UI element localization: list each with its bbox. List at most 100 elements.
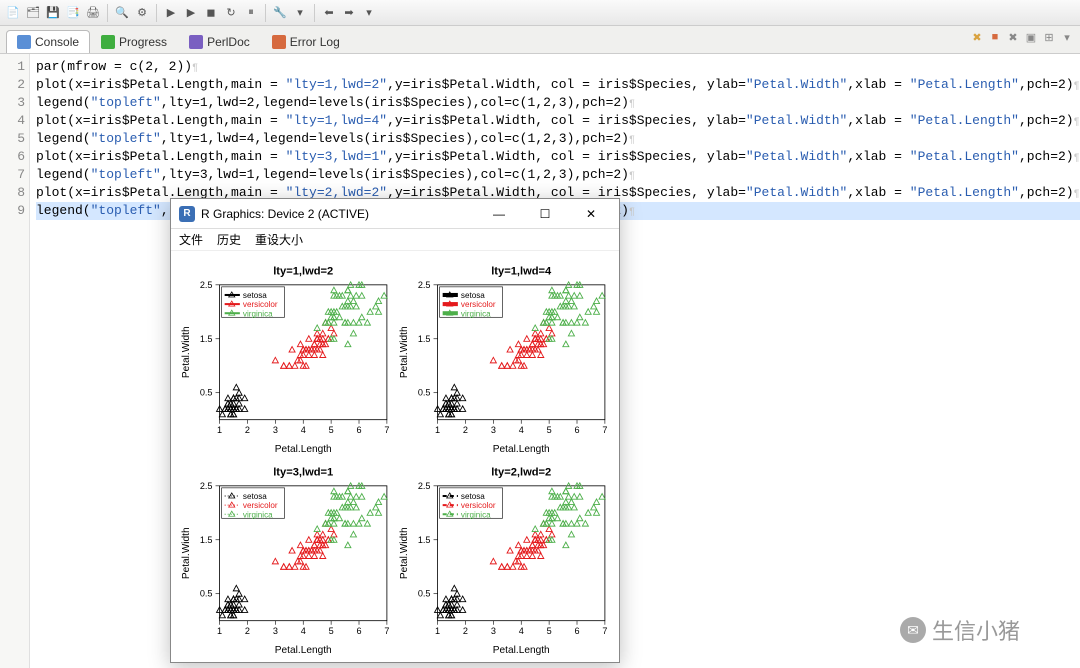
toolbar-button[interactable]: ▶ [162,4,180,22]
tab-action-icon[interactable]: ✖ [970,30,984,44]
close-button[interactable]: ✕ [571,200,611,228]
svg-text:Petal.Width: Petal.Width [399,326,410,378]
svg-text:lty=1,lwd=4: lty=1,lwd=4 [491,266,552,278]
svg-text:Petal.Width: Petal.Width [181,527,192,579]
svg-text:7: 7 [384,425,389,435]
svg-text:6: 6 [356,425,361,435]
svg-text:1.5: 1.5 [418,535,431,545]
svg-text:Petal.Length: Petal.Length [493,645,550,656]
svg-text:Petal.Length: Petal.Length [493,444,550,455]
code-line[interactable]: plot(x=iris$Petal.Length,main = "lty=3,l… [36,148,1080,166]
r-window-titlebar[interactable]: R R Graphics: Device 2 (ACTIVE) — ☐ ✕ [171,199,619,229]
tab-console[interactable]: Console [6,30,90,53]
toolbar-button[interactable]: ◼ [202,4,220,22]
toolbar-button[interactable]: 📄 [4,4,22,22]
r-graphics-window[interactable]: R R Graphics: Device 2 (ACTIVE) — ☐ ✕ 文件… [170,198,620,663]
tab-label: Progress [119,35,167,49]
toolbar-button[interactable]: ▶ [182,4,200,22]
line-gutter: 123456789 [0,54,30,668]
code-line[interactable]: plot(x=iris$Petal.Length,main = "lty=1,l… [36,112,1080,130]
subplot-2: lty=3,lwd=112345670.51.52.5Petal.LengthP… [177,460,395,661]
svg-text:versicolor: versicolor [461,300,496,309]
tabs-bar: Console Progress PerlDocError Log ✖ ■ ✖ ▣ ⊞ ▾ [0,26,1080,54]
code-line[interactable]: legend("topleft",lty=3,lwd=1,legend=leve… [36,166,1080,184]
svg-text:3: 3 [273,425,278,435]
code-line[interactable]: legend("topleft",lty=1,lwd=2,legend=leve… [36,94,1080,112]
svg-text:2.5: 2.5 [418,481,431,491]
toolbar-button[interactable]: ↻ [222,4,240,22]
svg-text:2.5: 2.5 [200,481,213,491]
toolbar-button[interactable]: 🗂 [24,4,42,22]
toolbar-button[interactable]: ⚙ [133,4,151,22]
svg-text:7: 7 [384,626,389,636]
toolbar-button[interactable]: 🔧 [271,4,289,22]
svg-text:7: 7 [602,626,607,636]
toolbar-button[interactable]: ⏸ [242,4,260,22]
tab-action-icon[interactable]: ▾ [1060,30,1074,44]
svg-text:0.5: 0.5 [200,588,213,598]
tab-perldoc[interactable]: PerlDoc [178,30,261,53]
svg-text:4: 4 [301,626,306,636]
wechat-icon: ✉ [900,617,926,643]
svg-text:5: 5 [547,626,552,636]
svg-text:4: 4 [519,626,524,636]
subplot-0: lty=1,lwd=212345670.51.52.5Petal.LengthP… [177,259,395,460]
tab-action-icon[interactable]: ⊞ [1042,30,1056,44]
svg-text:4: 4 [519,425,524,435]
tab-action-icon[interactable]: ▣ [1024,30,1038,44]
svg-text:6: 6 [574,626,579,636]
code-line[interactable]: par(mfrow = c(2, 2))¶ [36,58,1080,76]
tab-error-log[interactable]: Error Log [261,30,351,53]
svg-text:1.5: 1.5 [200,334,213,344]
svg-text:versicolor: versicolor [243,501,278,510]
r-menu-item[interactable]: 历史 [217,231,241,248]
svg-text:virginica: virginica [461,309,491,318]
toolbar-button[interactable]: ➡ [340,4,358,22]
svg-text:1: 1 [217,626,222,636]
r-menu-item[interactable]: 重设大小 [255,231,303,248]
code-line[interactable]: legend("topleft",lty=1,lwd=4,legend=leve… [36,130,1080,148]
tab-action-icon[interactable]: ■ [988,30,1002,44]
svg-text:Petal.Width: Petal.Width [399,527,410,579]
toolbar-button[interactable]: ▾ [291,4,309,22]
svg-text:1: 1 [435,425,440,435]
svg-text:2: 2 [245,425,250,435]
r-window-title: R Graphics: Device 2 (ACTIVE) [201,207,369,221]
svg-text:lty=3,lwd=1: lty=3,lwd=1 [273,466,333,478]
toolbar-button[interactable]: ⬅ [320,4,338,22]
code-line[interactable]: plot(x=iris$Petal.Length,main = "lty=1,l… [36,76,1080,94]
toolbar-button[interactable]: 🖨 [84,4,102,22]
svg-text:5: 5 [329,626,334,636]
toolbar-button[interactable]: 📑 [64,4,82,22]
watermark-text: 生信小猪 [932,614,1020,646]
r-menu-item[interactable]: 文件 [179,231,203,248]
svg-text:virginica: virginica [243,309,273,318]
svg-text:0.5: 0.5 [200,388,213,398]
svg-text:1.5: 1.5 [418,334,431,344]
toolbar-button[interactable]: 🔍 [113,4,131,22]
svg-text:1: 1 [435,626,440,636]
toolbar-button[interactable]: 💾 [44,4,62,22]
minimize-button[interactable]: — [479,200,519,228]
main-toolbar: 📄🗂💾📑🖨🔍⚙▶▶◼↻⏸🔧▾⬅➡▾ [0,0,1080,26]
svg-text:2: 2 [245,626,250,636]
svg-text:5: 5 [329,425,334,435]
tab-label: Console [35,35,79,49]
svg-text:3: 3 [491,425,496,435]
svg-text:setosa: setosa [243,291,267,300]
toolbar-button[interactable]: ▾ [360,4,378,22]
svg-text:Petal.Length: Petal.Length [275,444,332,455]
subplot-3: lty=2,lwd=212345670.51.52.5Petal.LengthP… [395,460,613,661]
svg-text:6: 6 [356,626,361,636]
subplot-1: lty=1,lwd=412345670.51.52.5Petal.LengthP… [395,259,613,460]
svg-text:virginica: virginica [461,510,491,519]
plot-grid: lty=1,lwd=212345670.51.52.5Petal.LengthP… [171,251,619,662]
r-icon: R [179,206,195,222]
svg-text:7: 7 [602,425,607,435]
svg-text:1: 1 [217,425,222,435]
svg-text:setosa: setosa [461,291,485,300]
maximize-button[interactable]: ☐ [525,200,565,228]
tab-progress[interactable]: Progress [90,30,178,53]
svg-text:Petal.Length: Petal.Length [275,645,332,656]
tab-action-icon[interactable]: ✖ [1006,30,1020,44]
